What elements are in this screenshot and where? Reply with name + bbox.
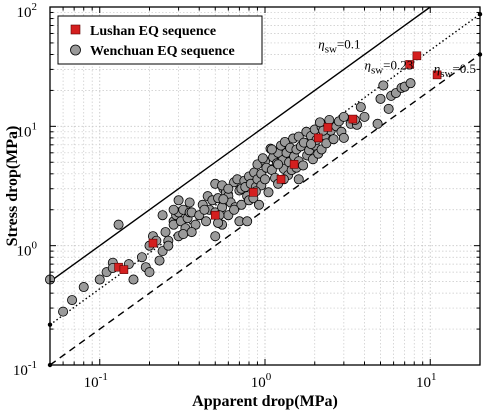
data-point-wenchuan xyxy=(383,103,394,114)
data-point-wenchuan xyxy=(355,102,366,113)
data-point-wenchuan xyxy=(314,117,325,128)
data-point-wenchuan xyxy=(259,174,270,185)
data-point-wenchuan xyxy=(378,80,389,91)
x-tick-label: 101 xyxy=(416,371,437,391)
data-point-wenchuan xyxy=(128,274,139,285)
data-point-wenchuan xyxy=(94,274,105,285)
data-point-wenchuan xyxy=(266,144,277,155)
data-point-wenchuan xyxy=(359,111,370,122)
reference-line-solid xyxy=(49,6,431,283)
data-point-wenchuan xyxy=(113,219,124,230)
data-point-wenchuan xyxy=(372,118,383,129)
data-point-wenchuan xyxy=(201,216,212,227)
legend-label-wenchuan: Wenchuan EQ sequence xyxy=(90,44,235,59)
data-point-wenchuan xyxy=(210,231,221,242)
data-point-wenchuan xyxy=(154,255,165,266)
data-point-lushan xyxy=(276,174,286,184)
data-point-wenchuan xyxy=(306,139,317,150)
data-point-lushan xyxy=(119,265,129,274)
y-tick-label: 101 xyxy=(17,120,38,140)
legend-label-lushan: Lushan EQ sequence xyxy=(90,24,216,39)
ticks-layer: 10-1 100 101 10-1 100 101 102 xyxy=(13,1,481,391)
data-point-wenchuan xyxy=(273,159,284,170)
legend-marker-lushan xyxy=(70,24,81,35)
data-point-wenchuan xyxy=(178,229,189,240)
x-axis-title: Apparent drop(MPa) xyxy=(192,393,338,410)
y-tick-label: 100 xyxy=(17,240,38,260)
data-point-wenchuan xyxy=(375,93,386,104)
eta-label-dashed: ηsw=0.5 xyxy=(434,61,476,80)
data-point-wenchuan xyxy=(160,227,171,238)
data-point-wenchuan xyxy=(298,160,309,171)
data-point-wenchuan xyxy=(242,216,253,227)
data-point-wenchuan xyxy=(184,197,195,208)
data-point-lushan xyxy=(348,114,358,124)
data-point-lushan xyxy=(313,133,323,143)
data-point-wenchuan xyxy=(136,252,147,263)
data-point-lushan xyxy=(405,60,414,69)
data-point-wenchuan xyxy=(157,210,168,221)
data-point-wenchuan xyxy=(199,204,210,215)
data-point-wenchuan xyxy=(254,199,265,210)
data-point-wenchuan xyxy=(213,217,224,228)
eta-label-dotted: ηsw=0.23 xyxy=(364,57,413,76)
data-point-wenchuan xyxy=(263,187,274,198)
data-point-lushan xyxy=(289,160,299,169)
y-tick-label: 10-1 xyxy=(13,359,37,379)
legend: Lushan EQ sequence Wenchuan EQ sequence xyxy=(57,15,263,65)
x-tick-label: 10-1 xyxy=(84,371,108,391)
data-point-lushan xyxy=(323,123,333,132)
eta-label-solid: ηsw=0.1 xyxy=(318,36,360,55)
data-point-wenchuan xyxy=(144,267,155,278)
data-point-wenchuan xyxy=(58,306,69,317)
x-tick-label: 100 xyxy=(251,371,272,391)
data-point-wenchuan xyxy=(186,227,197,238)
data-point-wenchuan xyxy=(168,204,179,215)
data-point-lushan xyxy=(210,210,220,220)
data-point-wenchuan xyxy=(218,194,229,205)
data-point-lushan xyxy=(432,70,442,80)
y-axis-title: Stress drop(MPa) xyxy=(4,126,21,247)
data-point-lushan xyxy=(148,238,158,248)
data-point-wenchuan xyxy=(338,132,349,143)
data-point-wenchuan xyxy=(236,199,247,210)
data-points-layer xyxy=(45,51,442,317)
data-point-wenchuan xyxy=(78,282,89,293)
data-point-wenchuan xyxy=(257,153,268,164)
legend-box xyxy=(57,15,263,65)
data-point-lushan xyxy=(412,51,422,61)
data-point-wenchuan xyxy=(405,78,416,89)
data-point-wenchuan xyxy=(293,174,304,185)
data-point-wenchuan xyxy=(229,204,240,215)
data-point-wenchuan xyxy=(163,240,174,251)
data-point-wenchuan xyxy=(173,195,184,206)
data-point-wenchuan xyxy=(67,295,78,306)
reference-line-dashed xyxy=(49,53,481,366)
data-point-lushan xyxy=(249,188,258,197)
data-point-wenchuan xyxy=(338,111,349,122)
data-point-wenchuan xyxy=(223,183,234,194)
data-point-wenchuan xyxy=(328,134,339,145)
y-tick-label: 102 xyxy=(17,1,38,21)
legend-marker-wenchuan xyxy=(70,44,81,56)
